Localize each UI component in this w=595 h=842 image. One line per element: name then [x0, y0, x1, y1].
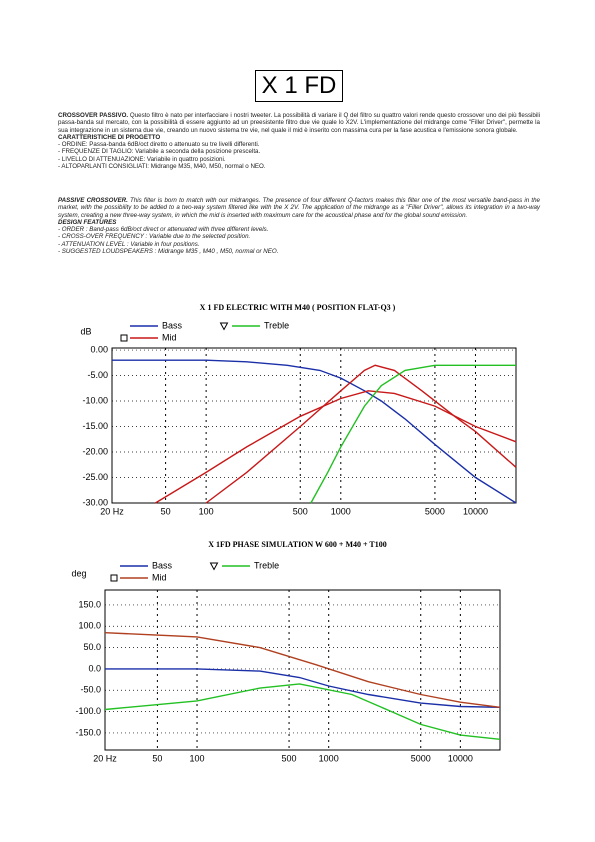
series-line: [105, 668, 501, 708]
legend-label: Treble: [264, 320, 289, 330]
x-tick-label: 50: [152, 753, 162, 763]
chart-title: X 1FD PHASE SIMULATION W 600 + M40 + T10…: [208, 540, 387, 549]
x-tick-label: 5000: [425, 506, 445, 516]
legend-symbol: [219, 322, 229, 331]
y-tick-label: 100.0: [78, 621, 101, 631]
item: - SUGGESTED LOUDSPEAKERS : Midrange M35 …: [58, 248, 279, 256]
lead: CROSSOVER PASSIVO.: [58, 112, 129, 119]
x-tick-label: 50: [161, 506, 171, 516]
legend-symbol: [110, 574, 118, 582]
series-line: [205, 364, 517, 504]
heading: DESIGN FEATURES: [58, 218, 117, 226]
lead: PASSIVE CROSSOVER.: [58, 197, 128, 204]
x-tick-label: 500: [293, 506, 308, 516]
series-line: [104, 683, 501, 740]
series-line: [310, 364, 516, 504]
y-tick-label: -50.0: [80, 685, 101, 695]
y-tick-label: -5.00: [87, 370, 108, 380]
y-tick-label: -15.00: [82, 421, 108, 431]
x-tick-label: 1000: [331, 506, 351, 516]
legend-symbol: [209, 562, 219, 571]
main-title: X 1 FD: [255, 70, 343, 102]
y-tick-label: -100.0: [75, 706, 101, 716]
x-tick-label: 20 Hz: [100, 506, 124, 516]
x-tick-label: 20 Hz: [93, 753, 117, 763]
legend-label: Bass: [162, 320, 183, 330]
y-tick-label: 150.0: [78, 599, 101, 609]
legend-symbol: [120, 334, 128, 342]
italian-section: CROSSOVER PASSIVO. Questo filtro è nato …: [58, 112, 540, 170]
heading: CARATTERISTICHE DI PROGETTO: [58, 133, 161, 141]
x-tick-label: 100: [199, 506, 214, 516]
y-tick-label: -150.0: [75, 727, 101, 737]
x-tick-label: 100: [190, 753, 205, 763]
legend-label: Mid: [152, 572, 167, 582]
y-tick-label: 0.00: [90, 344, 108, 354]
body: Questo filtro è nato per interfacciare i…: [58, 112, 540, 134]
x-tick-label: 10000: [463, 506, 488, 516]
y-tick-label: -30.00: [82, 497, 108, 507]
legend-label: Treble: [254, 560, 279, 570]
legend-label: Bass: [152, 560, 173, 570]
x-tick-label: 1000: [319, 753, 339, 763]
item: - LIVELLO DI ATTENUAZIONE: Variabile in …: [58, 155, 226, 163]
y-axis-label: dB: [80, 326, 91, 336]
plot-area: [104, 589, 501, 751]
chart-title: X 1 FD ELECTRIC WITH M40 ( POSITION FLAT…: [199, 303, 396, 312]
y-tick-label: -25.00: [82, 472, 108, 482]
legend-label: Mid: [162, 332, 177, 342]
series-line: [112, 359, 517, 504]
item: - ORDER : Band-pass 6dB/oct direct or at…: [58, 226, 269, 234]
y-tick-label: -20.00: [82, 446, 108, 456]
y-axis-label: deg: [71, 568, 86, 578]
english-section: PASSIVE CROSSOVER. This filter is born t…: [58, 197, 540, 255]
body: This filter is born to match with our mi…: [58, 197, 540, 219]
item: - FREQUENZE DI TAGLIO: Variabile a secon…: [58, 148, 261, 156]
series-line: [104, 632, 501, 708]
y-tick-label: 0.0: [88, 663, 101, 673]
plot-area: [111, 347, 517, 504]
item: - CROSS-OVER FREQUENCY : Variable due to…: [58, 233, 251, 241]
item: - ATTENUATION LEVEL : Variable in four p…: [58, 240, 200, 248]
y-tick-label: 50.0: [83, 642, 101, 652]
item: - ALTOPARLANTI CONSIGLIATI: Midrange M35…: [58, 163, 266, 171]
x-tick-label: 10000: [448, 753, 473, 763]
item: - ORDINE: Passa-banda 6dB/oct diretto o …: [58, 141, 260, 149]
y-tick-label: -10.00: [82, 395, 108, 405]
x-tick-label: 5000: [411, 753, 431, 763]
x-tick-label: 500: [282, 753, 297, 763]
